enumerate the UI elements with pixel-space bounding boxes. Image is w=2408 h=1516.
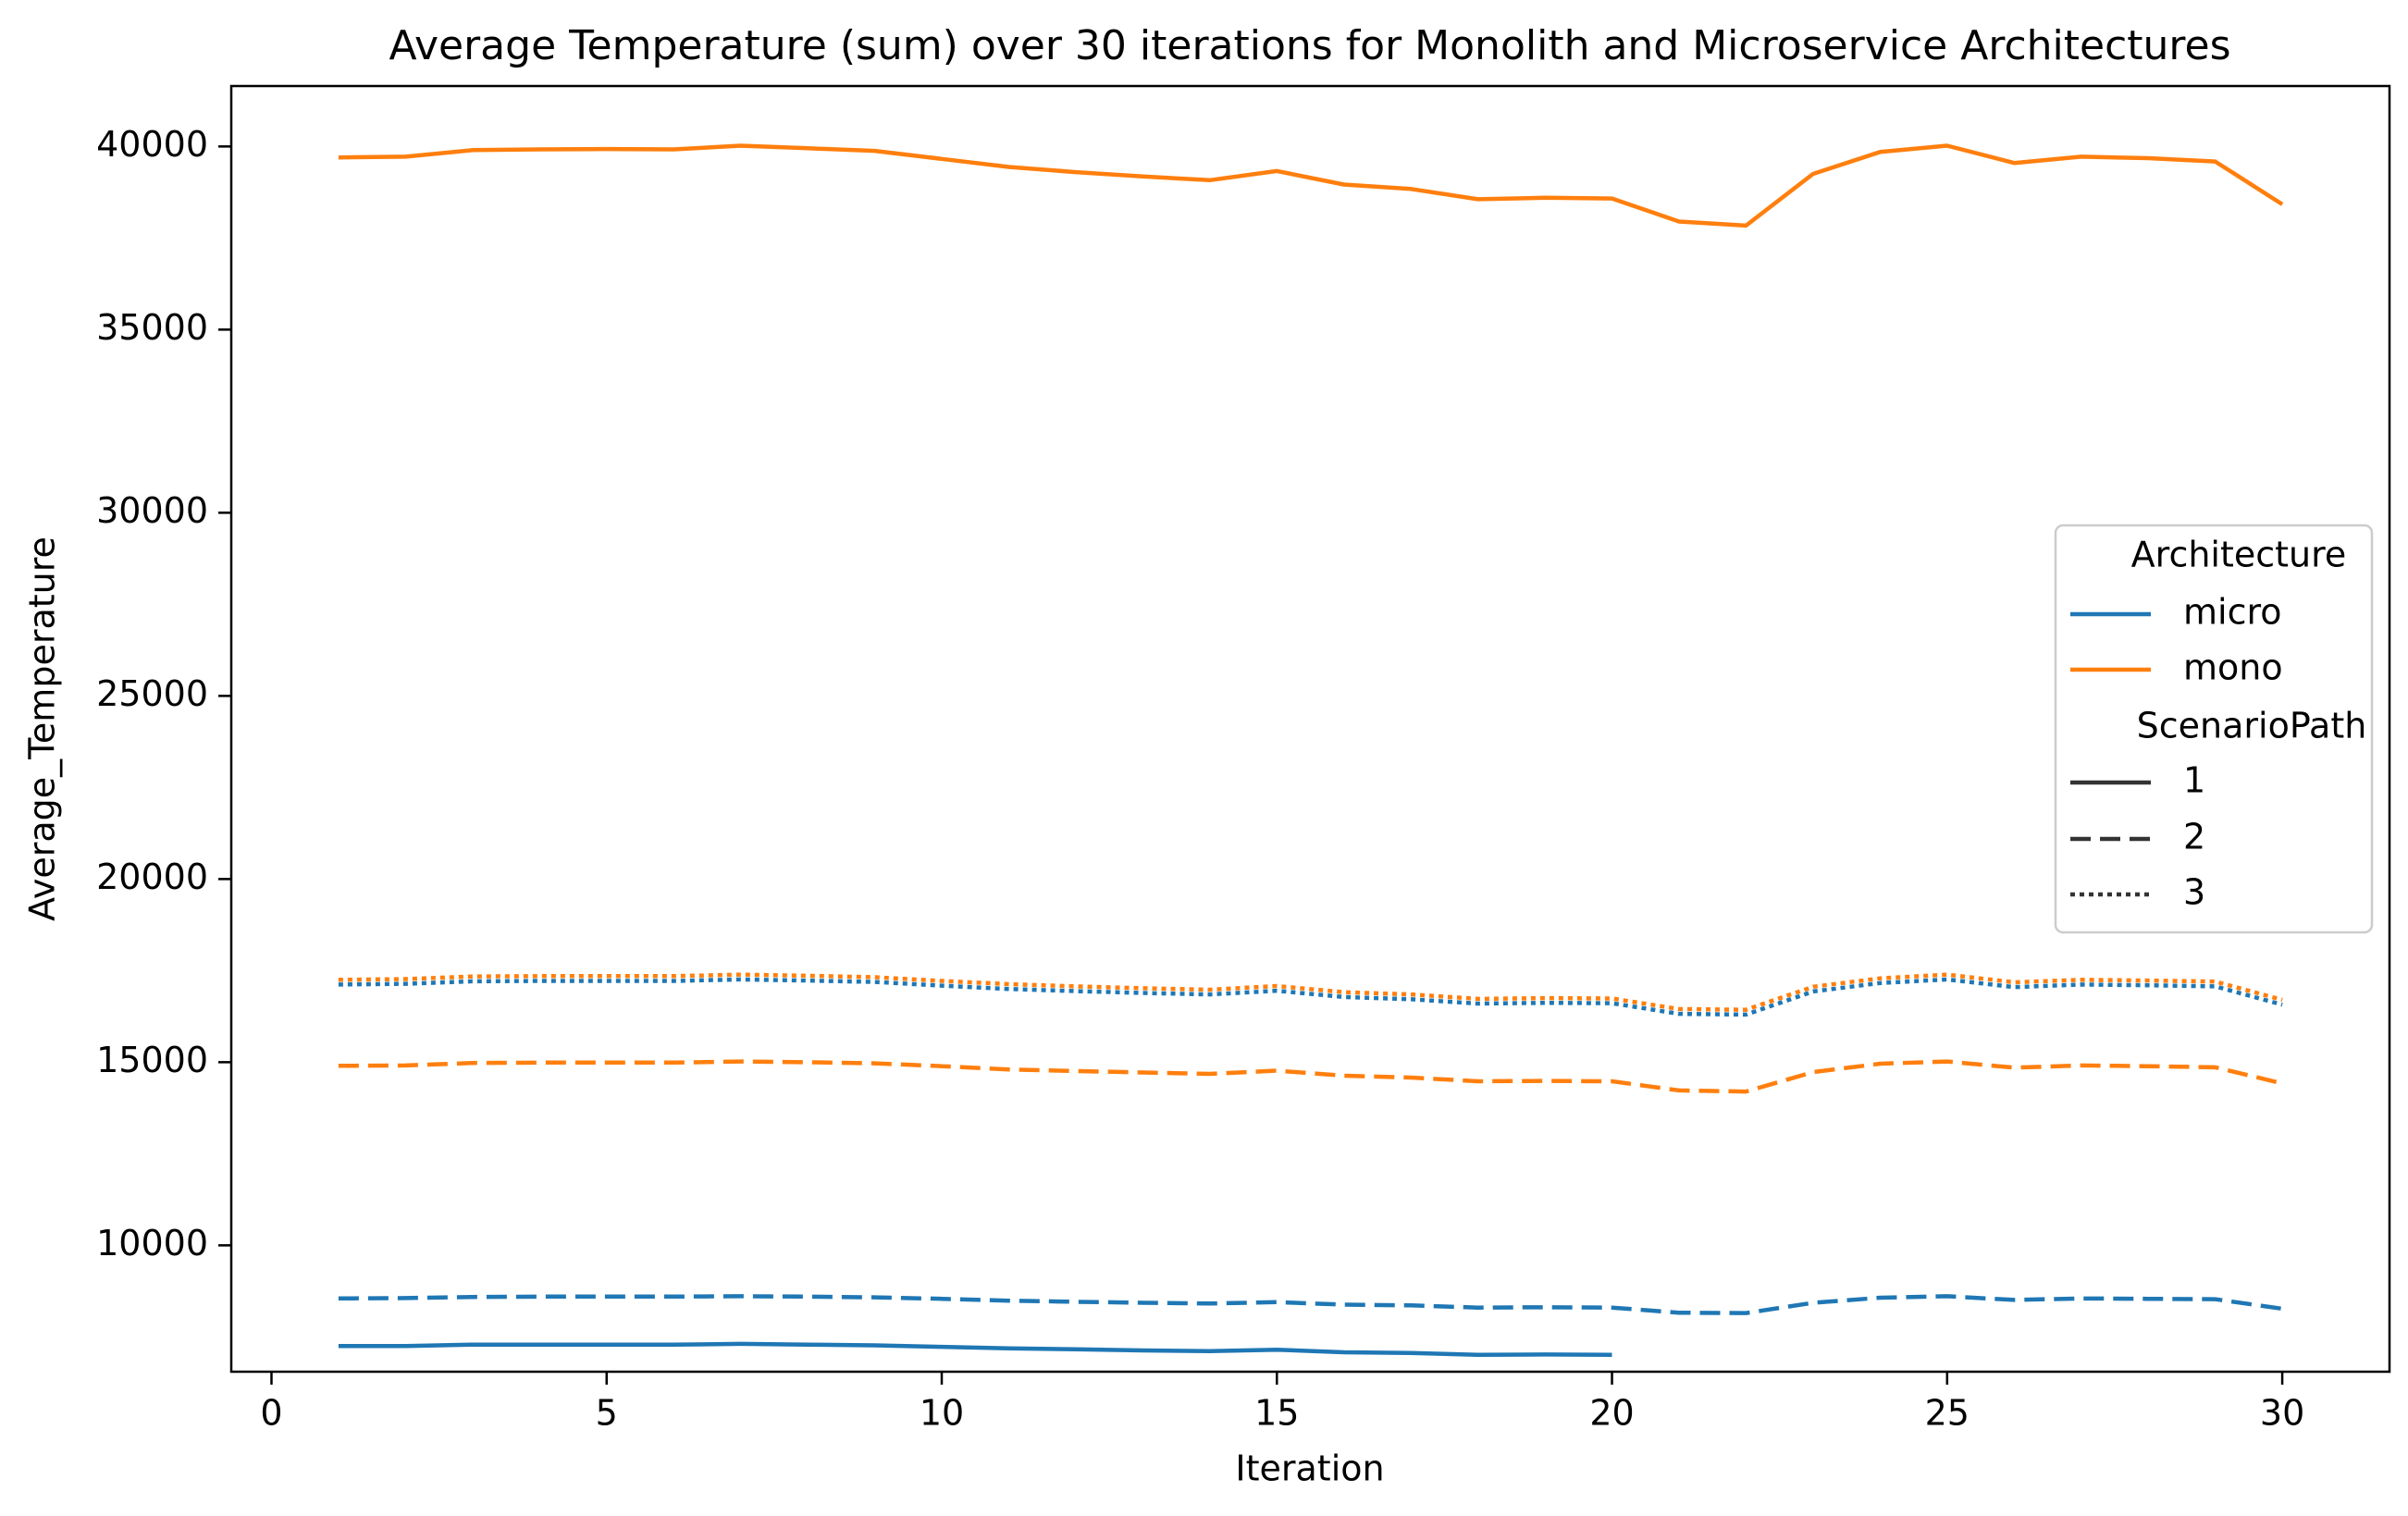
legend-label-scenariopath-1: 1 — [2183, 760, 2205, 801]
x-tick-label-15: 15 — [1254, 1393, 1299, 1434]
legend-title-architecture: Architecture — [2131, 535, 2347, 575]
y-axis-label: Average_Temperature — [22, 536, 63, 921]
axes-layer: 0 5 10 15 20 25 30 10000 15000 20000 25000 30000 350… — [96, 84, 2391, 1434]
legend-label-scenariopath-2: 2 — [2183, 817, 2205, 857]
y-tick-label-35000: 35000 — [96, 307, 208, 348]
x-tick-label-30: 30 — [2260, 1393, 2304, 1434]
series-line-micro-path-3 — [338, 977, 2283, 1017]
legend-title-scenariopath: ScenarioPath — [2137, 706, 2367, 746]
y-tick-label-15000: 15000 — [96, 1040, 208, 1080]
x-axis-label: Iteration — [1235, 1448, 1384, 1489]
y-tick-label-20000: 20000 — [96, 857, 208, 897]
x-tick-label-0: 0 — [260, 1393, 282, 1434]
series-layer — [338, 143, 2284, 1358]
plot-frame — [229, 84, 2391, 1374]
legend-label-scenariopath-3: 3 — [2183, 872, 2205, 913]
x-tick-label-20: 20 — [1589, 1393, 1634, 1434]
y-tick-label-40000: 40000 — [96, 124, 208, 165]
series-line-micro-path-1 — [338, 1341, 1612, 1358]
legend-label-micro: micro — [2183, 592, 2282, 633]
legend-frame — [2054, 524, 2374, 934]
y-tick-label-25000: 25000 — [96, 673, 208, 714]
series-line-mono-path-3 — [338, 972, 2283, 1012]
x-tick-label-25: 25 — [1925, 1393, 1970, 1434]
series-line-mono-path-1 — [338, 143, 2284, 228]
legend-label-mono: mono — [2183, 647, 2283, 688]
chart-title: Average Temperature (sum) over 30 iterat… — [389, 22, 2230, 69]
y-tick-label-30000: 30000 — [96, 490, 208, 531]
y-tick-label-10000: 10000 — [96, 1223, 208, 1263]
x-tick-label-10: 10 — [920, 1393, 964, 1434]
x-tick-label-5: 5 — [596, 1393, 618, 1434]
legend: Architecture ScenarioPath micro mono 1 2 3 — [2054, 524, 2374, 934]
